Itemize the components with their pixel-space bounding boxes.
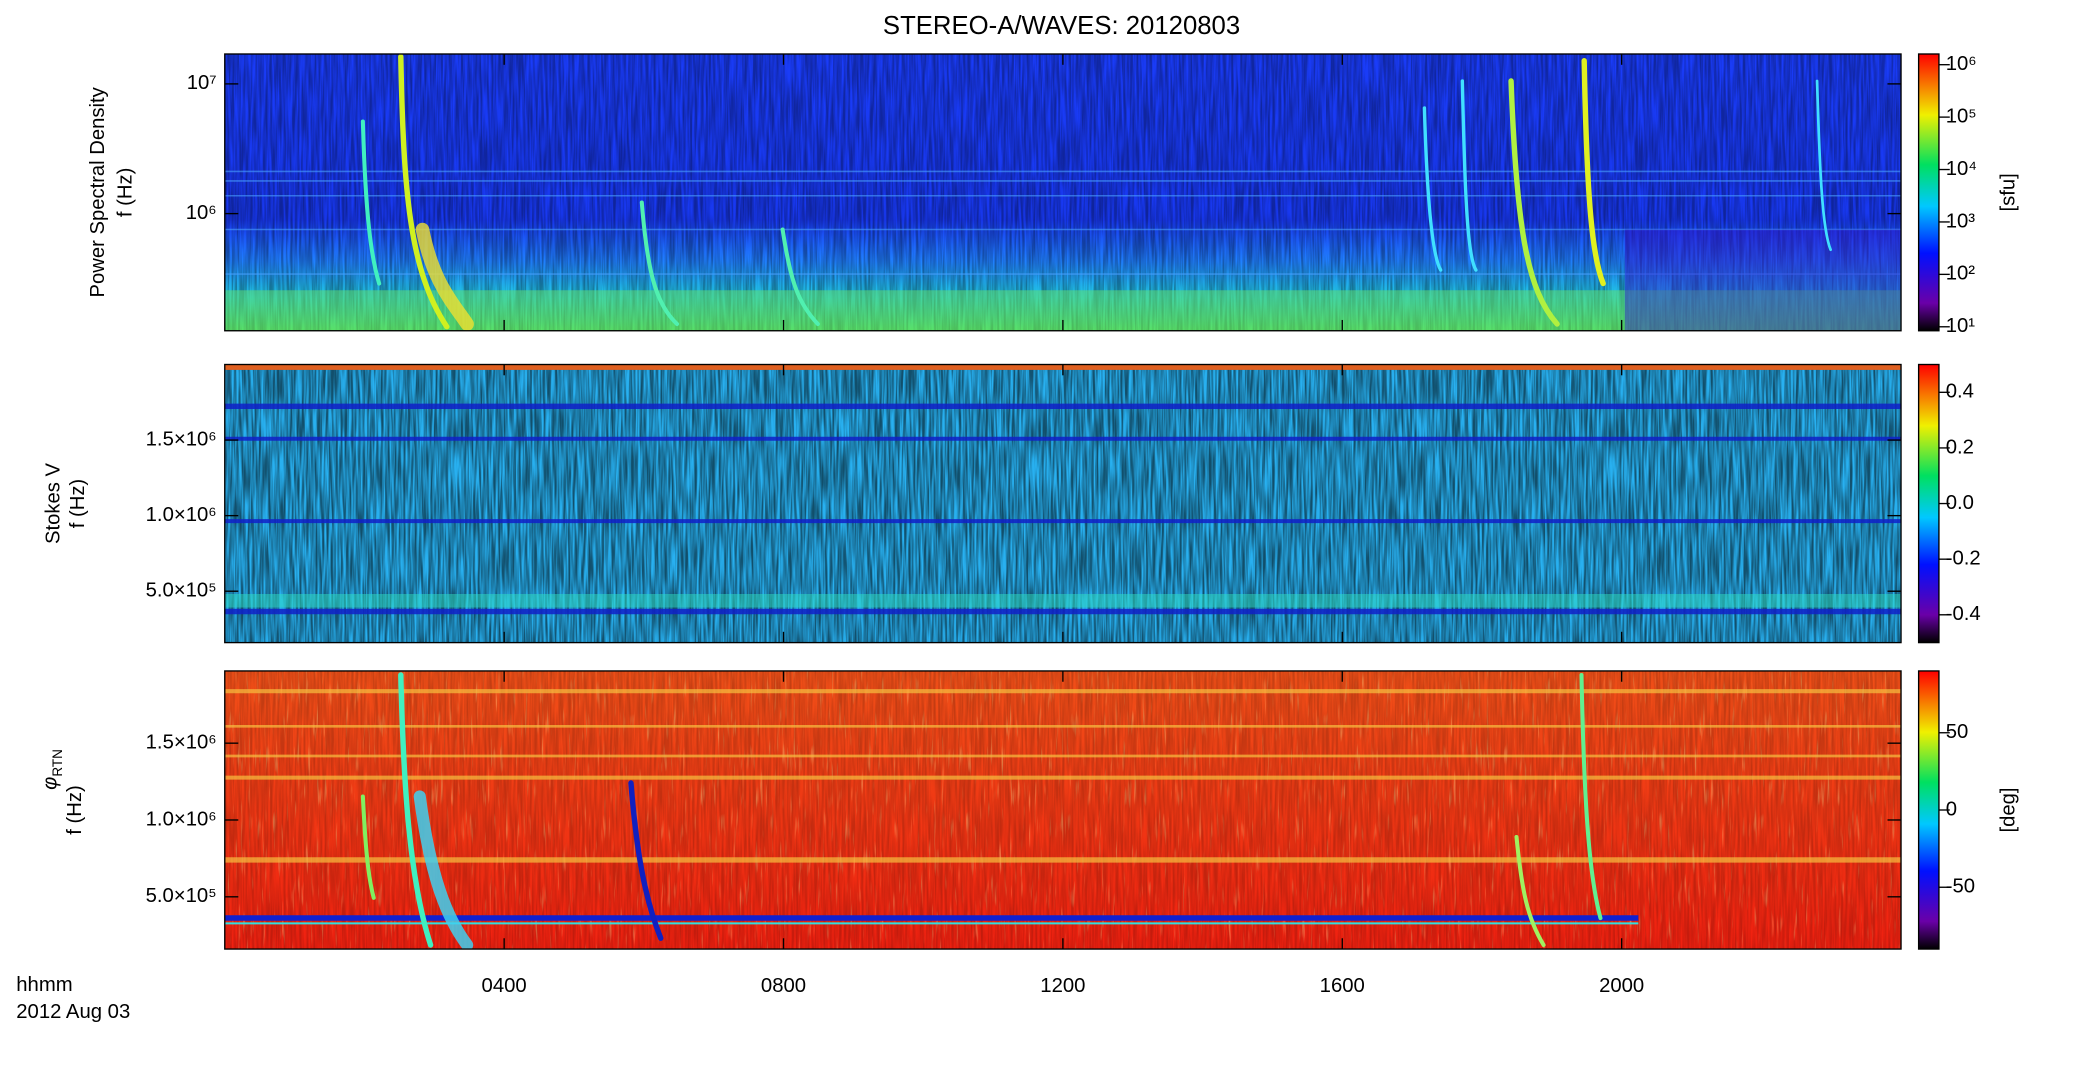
colorbar-tick-label: 10⁴ bbox=[1946, 158, 1977, 180]
x-axis-label: hhmm bbox=[16, 974, 72, 996]
date-label: 2012 Aug 03 bbox=[16, 1001, 130, 1023]
spectrogram-image bbox=[224, 54, 1902, 331]
chart-title: STEREO-A/WAVES: 20120803 bbox=[883, 12, 1240, 40]
y-axis-label: Stokes V bbox=[43, 463, 65, 544]
colorbar-tick-label: 10² bbox=[1946, 263, 1976, 285]
spectrogram-image bbox=[224, 670, 1902, 950]
y-axis-label: f (Hz) bbox=[114, 168, 136, 217]
y-tick-label: 10⁷ bbox=[187, 72, 217, 94]
colorbar-tick-label: -0.2 bbox=[1946, 548, 1981, 570]
colorbar bbox=[1917, 53, 1940, 332]
colorbar-tick-label: 0.2 bbox=[1946, 436, 1974, 458]
colorbar-tick-label: 50 bbox=[1946, 721, 1969, 743]
colorbar-tick-label: 0 bbox=[1946, 798, 1957, 820]
y-axis-label: f (Hz) bbox=[67, 479, 89, 528]
y-tick-label: 1.0×10⁶ bbox=[146, 504, 217, 526]
x-tick-label: 1600 bbox=[1320, 975, 1365, 997]
colorbar-tick-label: 10¹ bbox=[1946, 315, 1976, 337]
x-tick-label: 2000 bbox=[1599, 975, 1644, 997]
spectrogram-image bbox=[224, 364, 1902, 643]
colorbar bbox=[1917, 670, 1940, 950]
colorbar-label: [deg] bbox=[1998, 787, 2020, 832]
colorbar-tick-label: 0.4 bbox=[1946, 381, 1974, 403]
y-label-symbol: φ bbox=[40, 777, 62, 790]
colorbar-tick-label: 10⁵ bbox=[1946, 105, 1977, 127]
x-tick-label: 1200 bbox=[1040, 975, 1085, 997]
colorbar-tick-label: 10⁶ bbox=[1946, 53, 1977, 75]
colorbar-label: [sfu] bbox=[1998, 173, 2020, 211]
y-label-subscript: RTN bbox=[50, 749, 65, 777]
colorbar-tick-label: 10³ bbox=[1946, 210, 1976, 232]
y-axis-label: f (Hz) bbox=[64, 785, 86, 834]
x-tick-label: 0800 bbox=[761, 975, 806, 997]
y-tick-label: 1.5×10⁶ bbox=[146, 428, 217, 450]
y-tick-label: 1.5×10⁶ bbox=[146, 732, 217, 754]
colorbar-tick-label: -0.4 bbox=[1946, 603, 1981, 625]
colorbar bbox=[1917, 363, 1940, 644]
colorbar-tick-label: 0.0 bbox=[1946, 492, 1974, 514]
y-tick-label: 5.0×10⁵ bbox=[146, 885, 217, 907]
y-axis-label: φRTN bbox=[40, 749, 65, 790]
y-axis-label: Power Spectral Density bbox=[87, 86, 109, 297]
x-tick-label: 0400 bbox=[482, 975, 527, 997]
y-tick-label: 5.0×10⁵ bbox=[146, 580, 217, 602]
y-tick-label: 10⁶ bbox=[186, 202, 217, 224]
y-tick-label: 1.0×10⁶ bbox=[146, 808, 217, 830]
colorbar-tick-label: -50 bbox=[1946, 876, 1975, 898]
